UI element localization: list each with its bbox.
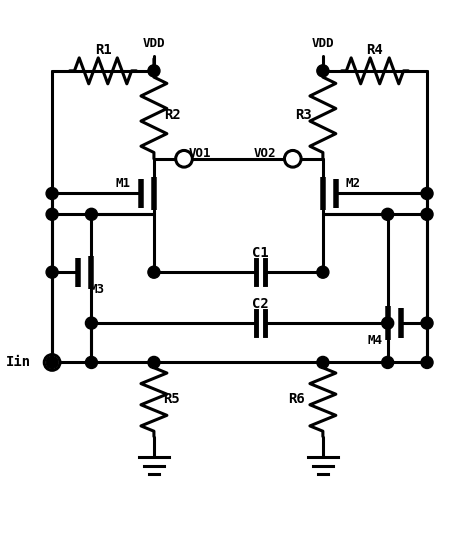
Text: VO2: VO2 xyxy=(254,147,277,160)
Circle shape xyxy=(46,266,58,278)
Circle shape xyxy=(148,356,160,368)
Text: C1: C1 xyxy=(252,246,269,260)
Text: VO1: VO1 xyxy=(189,147,211,160)
Circle shape xyxy=(46,187,58,199)
Text: R6: R6 xyxy=(289,393,305,406)
Text: R4: R4 xyxy=(366,43,383,57)
Circle shape xyxy=(382,356,394,368)
Text: R5: R5 xyxy=(163,393,180,406)
Circle shape xyxy=(85,208,98,220)
Circle shape xyxy=(317,266,329,278)
Circle shape xyxy=(176,150,192,167)
Circle shape xyxy=(421,317,433,329)
Text: VDD: VDD xyxy=(143,37,165,49)
Text: Iin: Iin xyxy=(6,355,31,369)
Circle shape xyxy=(421,187,433,199)
Circle shape xyxy=(44,355,60,371)
Circle shape xyxy=(317,356,329,368)
Circle shape xyxy=(85,356,98,368)
Circle shape xyxy=(421,356,433,368)
Circle shape xyxy=(421,208,433,220)
Text: C2: C2 xyxy=(252,296,269,311)
Circle shape xyxy=(46,356,58,368)
Text: R3: R3 xyxy=(295,108,312,122)
Circle shape xyxy=(382,208,394,220)
Circle shape xyxy=(284,150,301,167)
Circle shape xyxy=(46,208,58,220)
Circle shape xyxy=(148,65,160,77)
Circle shape xyxy=(85,317,98,329)
Text: M4: M4 xyxy=(367,334,382,347)
Text: R1: R1 xyxy=(95,43,111,57)
Text: M3: M3 xyxy=(90,283,104,296)
Text: R2: R2 xyxy=(164,108,181,122)
Text: M1: M1 xyxy=(116,177,131,190)
Text: M2: M2 xyxy=(346,177,361,190)
Text: VDD: VDD xyxy=(311,37,334,49)
Circle shape xyxy=(382,317,394,329)
Circle shape xyxy=(317,65,329,77)
Circle shape xyxy=(148,266,160,278)
